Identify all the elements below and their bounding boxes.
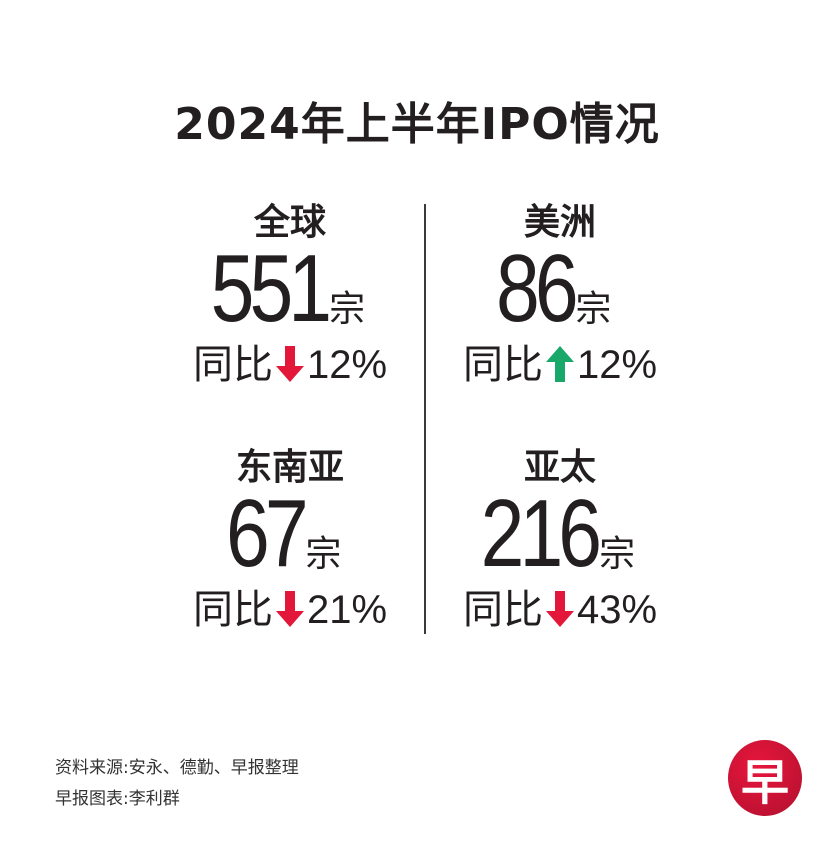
ipo-count: 86 (495, 235, 579, 342)
ipo-count: 67 (225, 480, 309, 587)
zaobao-logo: 早 (728, 740, 802, 816)
ipo-count: 216 (480, 480, 602, 587)
ipo-count-line: 216宗 (410, 480, 710, 587)
yoy-change: 同比 21% (140, 582, 440, 638)
yoy-change: 同比 12% (140, 337, 440, 393)
ipo-count-line: 86宗 (410, 235, 710, 342)
region-stat-1: 美洲 86宗 同比 12% (410, 203, 710, 393)
region-stat-2: 东南亚 67宗 同比 21% (140, 448, 440, 638)
change-percent: 12% (306, 343, 388, 387)
yoy-label: 同比 (462, 587, 543, 633)
count-unit: 宗 (329, 289, 366, 330)
column-divider (424, 204, 426, 634)
arrow-down-icon (275, 346, 304, 382)
yoy-label: 同比 (192, 342, 273, 388)
region-name: 美洲 (523, 202, 596, 243)
credit-note: 早报图表:李利群 (55, 789, 180, 809)
yoy-change: 同比 43% (410, 582, 710, 638)
change-percent: 21% (306, 588, 388, 632)
count-unit: 宗 (599, 534, 636, 575)
ipo-count-line: 551宗 (140, 235, 440, 342)
source-note: 资料来源:安永、德勤、早报整理 (55, 758, 299, 778)
region-name: 亚太 (523, 447, 596, 488)
region-stat-3: 亚太 216宗 同比 43% (410, 448, 710, 638)
region-name: 东南亚 (235, 447, 344, 488)
page-title: 2024年上半年IPO情况 (174, 99, 660, 150)
change-percent: 12% (576, 343, 658, 387)
arrow-down-icon (545, 591, 574, 627)
region-stat-0: 全球 551宗 同比 12% (140, 203, 440, 393)
ipo-count-line: 67宗 (140, 480, 440, 587)
arrow-down-icon (275, 591, 304, 627)
count-unit: 宗 (305, 534, 342, 575)
logo-glyph: 早 (740, 755, 789, 811)
count-unit: 宗 (575, 289, 612, 330)
region-name: 全球 (253, 202, 326, 243)
yoy-change: 同比 12% (410, 337, 710, 393)
yoy-label: 同比 (192, 587, 273, 633)
ipo-count: 551 (210, 235, 332, 342)
change-percent: 43% (576, 588, 658, 632)
yoy-label: 同比 (462, 342, 543, 388)
arrow-up-icon (545, 346, 574, 382)
